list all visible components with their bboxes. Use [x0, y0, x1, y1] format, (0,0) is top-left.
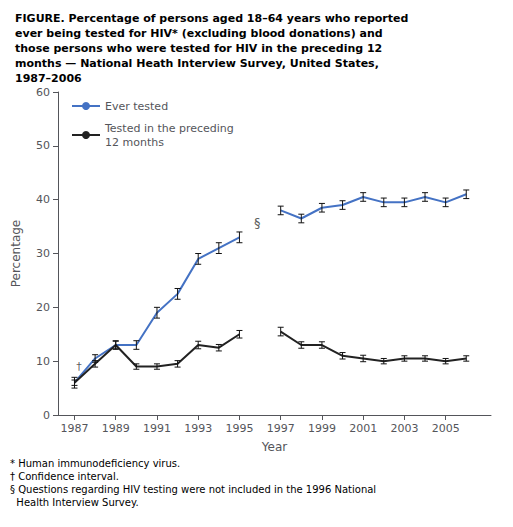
svg-text:2005: 2005 [432, 422, 460, 435]
svg-text:30: 30 [36, 247, 50, 260]
svg-text:1989: 1989 [102, 422, 130, 435]
svg-text:Ever tested: Ever tested [105, 100, 168, 113]
svg-text:ever being tested for HIV* (ex: ever being tested for HIV* (excluding bl… [15, 27, 383, 40]
svg-text:those persons who were tested: those persons who were tested for HIV in… [15, 42, 382, 55]
svg-text:2001: 2001 [349, 422, 377, 435]
svg-text:1999: 1999 [308, 422, 336, 435]
svg-text:20: 20 [36, 301, 50, 314]
svg-text:Year: Year [261, 440, 287, 454]
svg-text:Health Interview Survey.: Health Interview Survey. [10, 497, 139, 508]
svg-text:†: † [76, 360, 82, 373]
svg-text:§: § [254, 215, 260, 230]
svg-text:1987–2006: 1987–2006 [15, 72, 82, 85]
svg-text:FIGURE. Percentage of persons: FIGURE. Percentage of persons aged 18–64… [15, 12, 408, 25]
svg-text:1993: 1993 [184, 422, 212, 435]
svg-text:1997: 1997 [267, 422, 295, 435]
svg-text:1995: 1995 [225, 422, 253, 435]
svg-text:2003: 2003 [390, 422, 418, 435]
svg-text:1987: 1987 [60, 422, 88, 435]
svg-text:† Confidence interval.: † Confidence interval. [10, 471, 119, 482]
svg-text:Percentage: Percentage [9, 220, 23, 288]
svg-text:60: 60 [36, 86, 50, 99]
svg-text:10: 10 [36, 355, 50, 368]
svg-text:months — National Heath Interv: months — National Heath Interview Survey… [15, 57, 379, 70]
svg-text:* Human immunodeficiency virus: * Human immunodeficiency virus. [10, 458, 180, 469]
svg-text:Tested in the preceding: Tested in the preceding [104, 122, 234, 135]
svg-text:40: 40 [36, 193, 50, 206]
svg-text:0: 0 [43, 409, 50, 422]
svg-text:12 months: 12 months [105, 136, 164, 149]
svg-text:§ Questions regarding HIV test: § Questions regarding HIV testing were n… [10, 484, 376, 495]
svg-text:1991: 1991 [143, 422, 171, 435]
svg-text:50: 50 [36, 139, 50, 152]
